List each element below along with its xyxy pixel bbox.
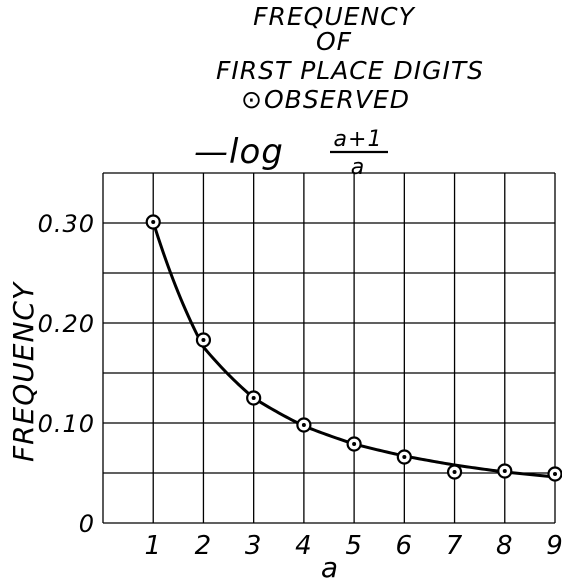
x-axis-label: a xyxy=(321,551,339,582)
x-tick-label: 5 xyxy=(345,531,363,561)
observed-point-dot xyxy=(452,470,457,474)
observed-point-dot xyxy=(553,472,557,476)
grid xyxy=(102,172,556,524)
title-line-1: FREQUENCY xyxy=(253,2,415,31)
x-tick-label: 3 xyxy=(245,531,263,561)
observed-point-dot xyxy=(201,338,206,342)
y-tick-label: 0.20 xyxy=(38,310,95,338)
observed-markers xyxy=(145,214,562,482)
observed-point xyxy=(547,466,562,482)
observed-point xyxy=(446,464,463,480)
y-tick-label: 0 xyxy=(79,510,95,538)
observed-point xyxy=(497,463,513,479)
x-tick-label: 1 xyxy=(144,531,162,561)
observed-point xyxy=(246,390,262,406)
title-line-3: FIRST PLACE DIGITS xyxy=(216,56,484,85)
legend-curve-denominator: a xyxy=(351,155,365,180)
x-tick-label: 6 xyxy=(396,531,414,561)
x-tick-label: 9 xyxy=(546,531,562,561)
observed-point xyxy=(396,449,412,465)
y-tick-label: 0.10 xyxy=(38,410,95,438)
observed-point-dot xyxy=(301,423,306,427)
x-tick-labels: 1 2 3 4 5 6 7 8 9 xyxy=(144,531,562,561)
legend-curve-numerator: a+1 xyxy=(334,127,383,152)
x-tick-label: 8 xyxy=(496,531,514,561)
y-axis-label: FREQUENCY xyxy=(7,281,40,462)
observed-point xyxy=(195,332,212,348)
x-tick-label: 2 xyxy=(195,531,213,561)
x-tick-label: 4 xyxy=(295,531,313,561)
legend: ⊙ OBSERVED —log a+1 a xyxy=(194,85,410,180)
y-tick-labels: 0 0.10 0.20 0.30 xyxy=(38,210,95,538)
observed-point-dot xyxy=(251,396,256,400)
observed-point-dot xyxy=(502,469,507,473)
observed-point xyxy=(296,417,312,433)
observed-point xyxy=(145,214,161,230)
legend-observed-label: OBSERVED xyxy=(264,85,410,114)
legend-observed-symbol: ⊙ xyxy=(241,85,263,114)
x-tick-label: 7 xyxy=(446,531,464,561)
observed-point-dot xyxy=(151,220,156,224)
title-line-2: OF xyxy=(316,27,352,56)
observed-point-dot xyxy=(352,442,357,446)
y-tick-label: 0.30 xyxy=(38,210,95,238)
legend-curve-prefix: —log xyxy=(194,132,284,172)
observed-point xyxy=(346,436,362,452)
observed-point-dot xyxy=(402,455,407,459)
